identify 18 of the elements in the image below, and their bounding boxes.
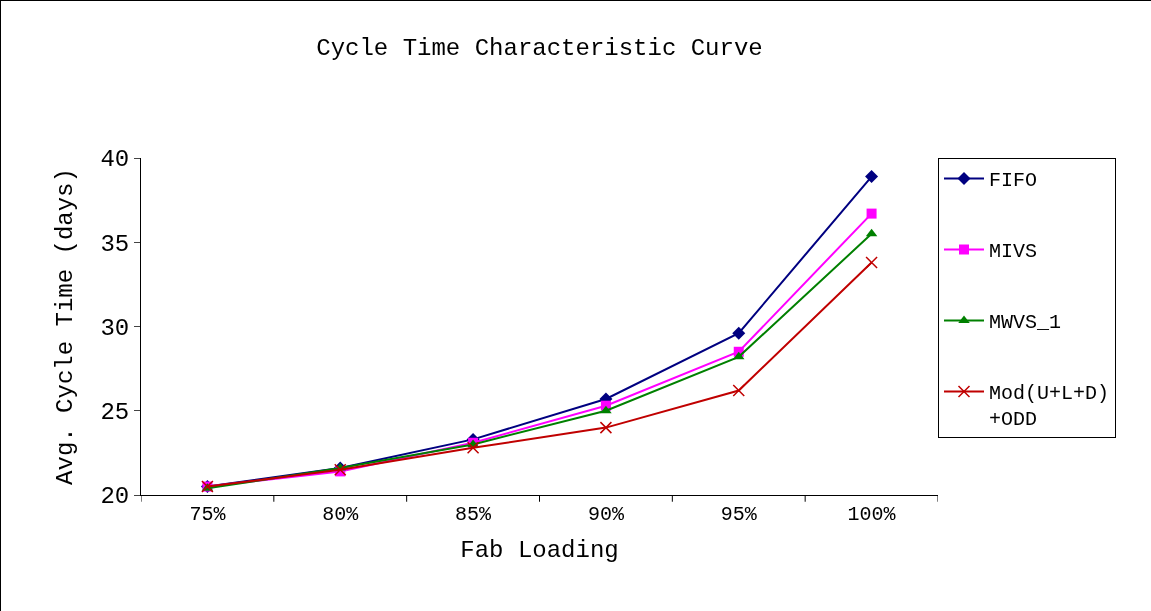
y-axis-title: Avg. Cycle Time (days)	[52, 168, 80, 485]
legend-label: Mod(U+L+D) +ODD	[989, 382, 1110, 432]
y-tick-label: 35	[100, 230, 130, 258]
legend-label: FIFO	[989, 169, 1038, 193]
legend-label: MWVS_1	[989, 311, 1062, 335]
legend-label: MIVS	[989, 240, 1038, 264]
x-tick-label: 75%	[189, 503, 227, 526]
x-tick-label: 80%	[322, 503, 360, 526]
y-tick-label: 20	[100, 483, 130, 511]
y-tick-label: 40	[100, 146, 130, 174]
x-tick-label: 90%	[587, 503, 625, 526]
y-tick-label: 30	[100, 314, 130, 342]
x-tick-label: 85%	[455, 503, 493, 526]
chart-title: Cycle Time Characteristic Curve	[316, 35, 763, 63]
y-tick-label: 25	[100, 399, 130, 427]
x-tick-label: 95%	[720, 503, 758, 526]
x-axis-title: Fab Loading	[460, 537, 619, 565]
x-tick-label: 100%	[847, 503, 897, 526]
